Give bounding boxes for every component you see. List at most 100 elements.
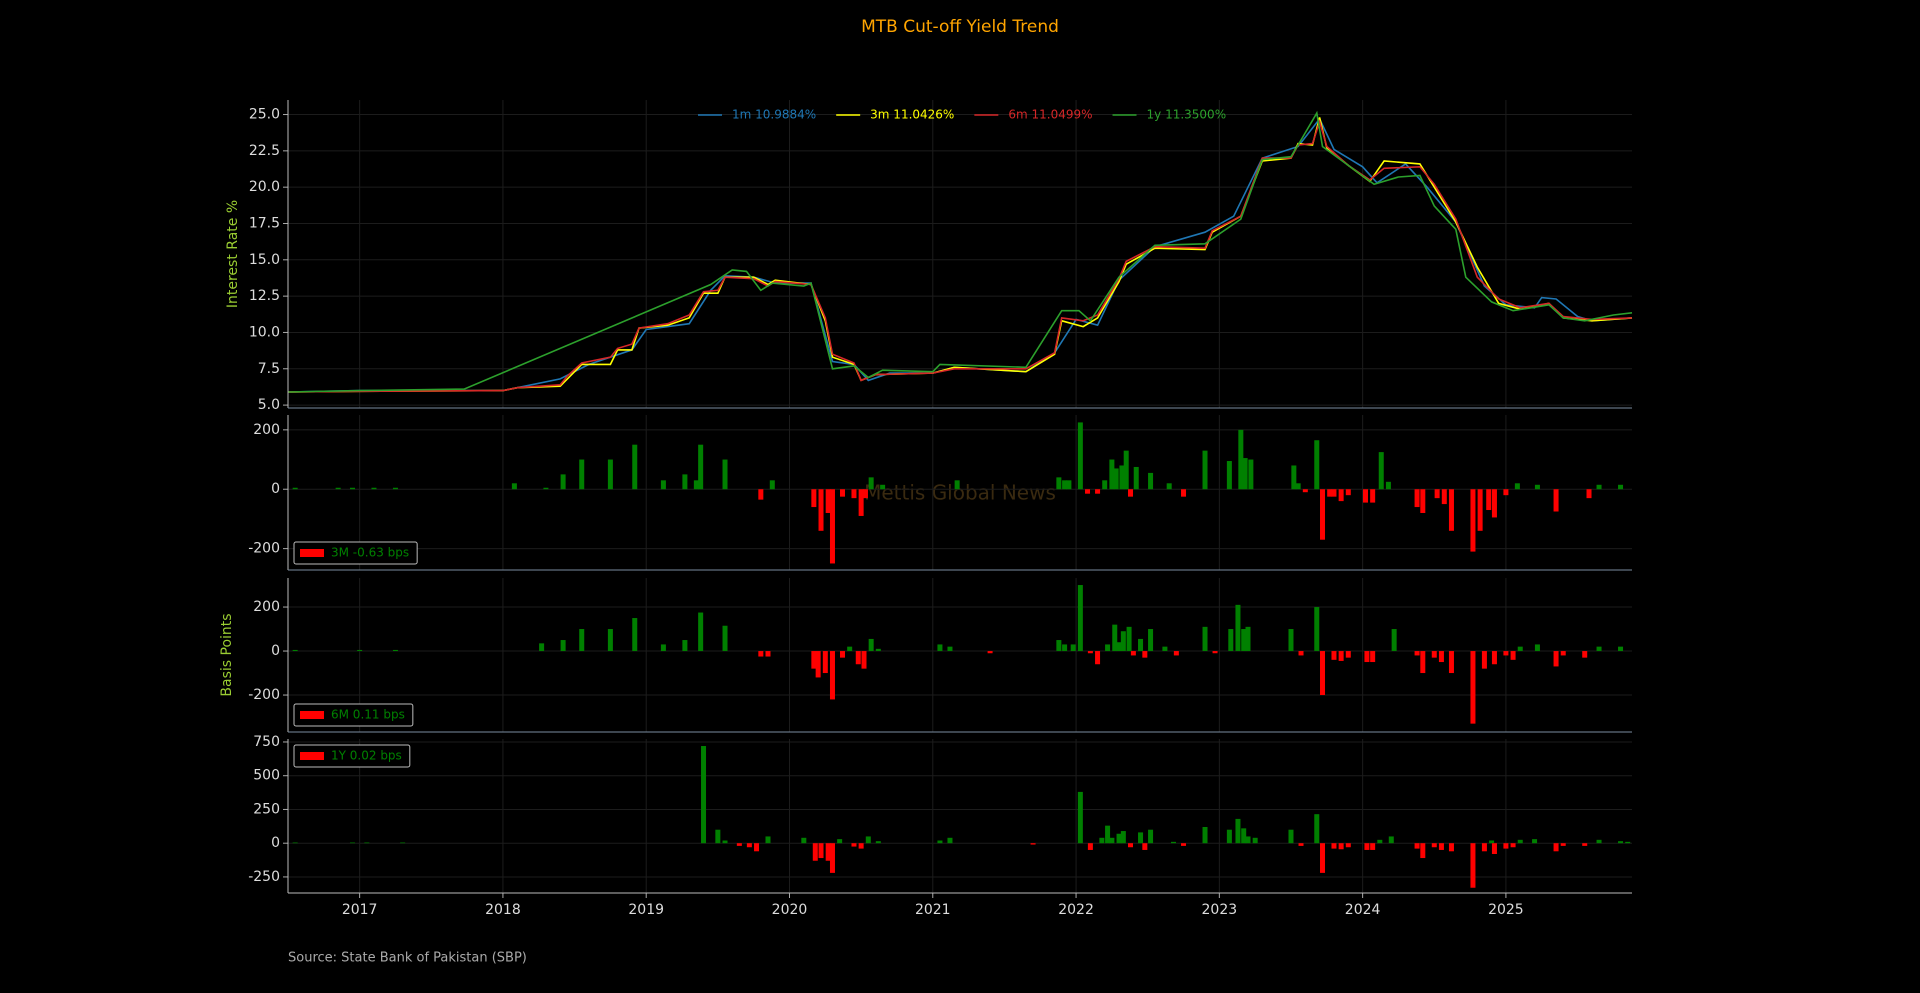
bar [1226, 829, 1232, 844]
bar [1586, 489, 1592, 499]
bar [1142, 651, 1148, 658]
bar [715, 829, 721, 844]
bar [1448, 489, 1454, 531]
bar [851, 489, 857, 499]
bar [371, 487, 377, 490]
bar [758, 489, 764, 500]
bar [875, 841, 881, 844]
bar [1560, 651, 1566, 656]
x-tick-label: 2019 [628, 902, 664, 918]
x-tick-label: 2025 [1488, 902, 1524, 918]
bar [1148, 829, 1154, 844]
bar [1370, 489, 1376, 503]
bar [1087, 843, 1093, 850]
bar [1126, 626, 1132, 652]
bar [292, 842, 298, 844]
y-tick-label: -250 [248, 869, 280, 885]
bar [1481, 651, 1487, 669]
y-tick-label: 12.5 [249, 288, 280, 304]
bar [937, 840, 943, 844]
bar [1095, 651, 1101, 665]
bar [746, 843, 752, 848]
bar [1431, 651, 1437, 658]
bar [1532, 839, 1538, 844]
legend-box [293, 744, 411, 768]
bar [954, 480, 960, 490]
bar [543, 487, 549, 490]
bar [1510, 843, 1516, 848]
bar [1252, 837, 1258, 844]
bar [754, 843, 760, 852]
x-tick-label: 2023 [1202, 902, 1238, 918]
bar [1202, 450, 1208, 490]
y-tick-label: 10.0 [249, 324, 280, 340]
x-tick-label: 2021 [915, 902, 951, 918]
y-tick-label: -200 [248, 687, 280, 703]
bar [1087, 651, 1093, 654]
y-tick-label: 25.0 [249, 107, 280, 123]
legend-swatch [300, 711, 324, 719]
bar [1470, 843, 1476, 888]
bar [1503, 843, 1509, 849]
bar [1241, 629, 1247, 652]
bar [1128, 843, 1134, 848]
bar [1314, 607, 1320, 652]
bar [1331, 651, 1337, 660]
bar [1077, 791, 1083, 844]
bar [632, 618, 638, 652]
bar [829, 651, 835, 700]
bar [801, 837, 807, 844]
bar [1105, 644, 1111, 652]
bar [392, 487, 398, 490]
bar [1119, 465, 1125, 490]
legend-label: 1m 10.9884% [732, 108, 816, 122]
bar [1212, 651, 1218, 654]
bar [1489, 840, 1495, 844]
bar [579, 459, 585, 490]
y-axis-label: Interest Rate % [225, 200, 241, 308]
bar [1228, 629, 1234, 652]
y-tick-label: 0 [271, 835, 280, 851]
bar [818, 489, 824, 531]
bar [1314, 440, 1320, 490]
bar [858, 843, 864, 849]
x-tick-label: 2018 [485, 902, 521, 918]
y-tick-label: 20.0 [249, 179, 280, 195]
bar [1238, 429, 1244, 490]
bar [1148, 629, 1154, 652]
bar [829, 489, 835, 564]
bar [349, 842, 355, 844]
bar [364, 842, 370, 844]
bar [693, 480, 699, 490]
series-line [287, 119, 1633, 393]
y-tick-label: 0 [271, 481, 280, 497]
bar [1596, 839, 1602, 844]
bar [1503, 651, 1509, 656]
y-tick-label: 22.5 [249, 143, 280, 159]
legend-swatch [300, 549, 324, 557]
bar [765, 836, 771, 844]
bar [758, 651, 764, 657]
bar [1491, 843, 1497, 854]
source-note: Source: State Bank of Pakistan (SBP) [288, 951, 527, 966]
bar [1116, 642, 1122, 652]
bar [1148, 472, 1154, 490]
bar [840, 651, 846, 658]
bar [837, 839, 843, 844]
bar [392, 649, 398, 652]
x-tick-label: 2022 [1058, 902, 1094, 918]
bar [1030, 843, 1036, 845]
bar [1517, 839, 1523, 844]
bar [1345, 651, 1351, 658]
bar [1302, 489, 1308, 493]
bar [840, 489, 846, 497]
bar [1320, 651, 1326, 696]
bar [660, 644, 666, 652]
bar [1345, 489, 1351, 496]
bar [1242, 458, 1248, 490]
bar [1517, 646, 1523, 652]
bar [1338, 843, 1344, 850]
bar [1056, 640, 1062, 652]
bar [1120, 631, 1126, 652]
bar [1173, 651, 1179, 656]
